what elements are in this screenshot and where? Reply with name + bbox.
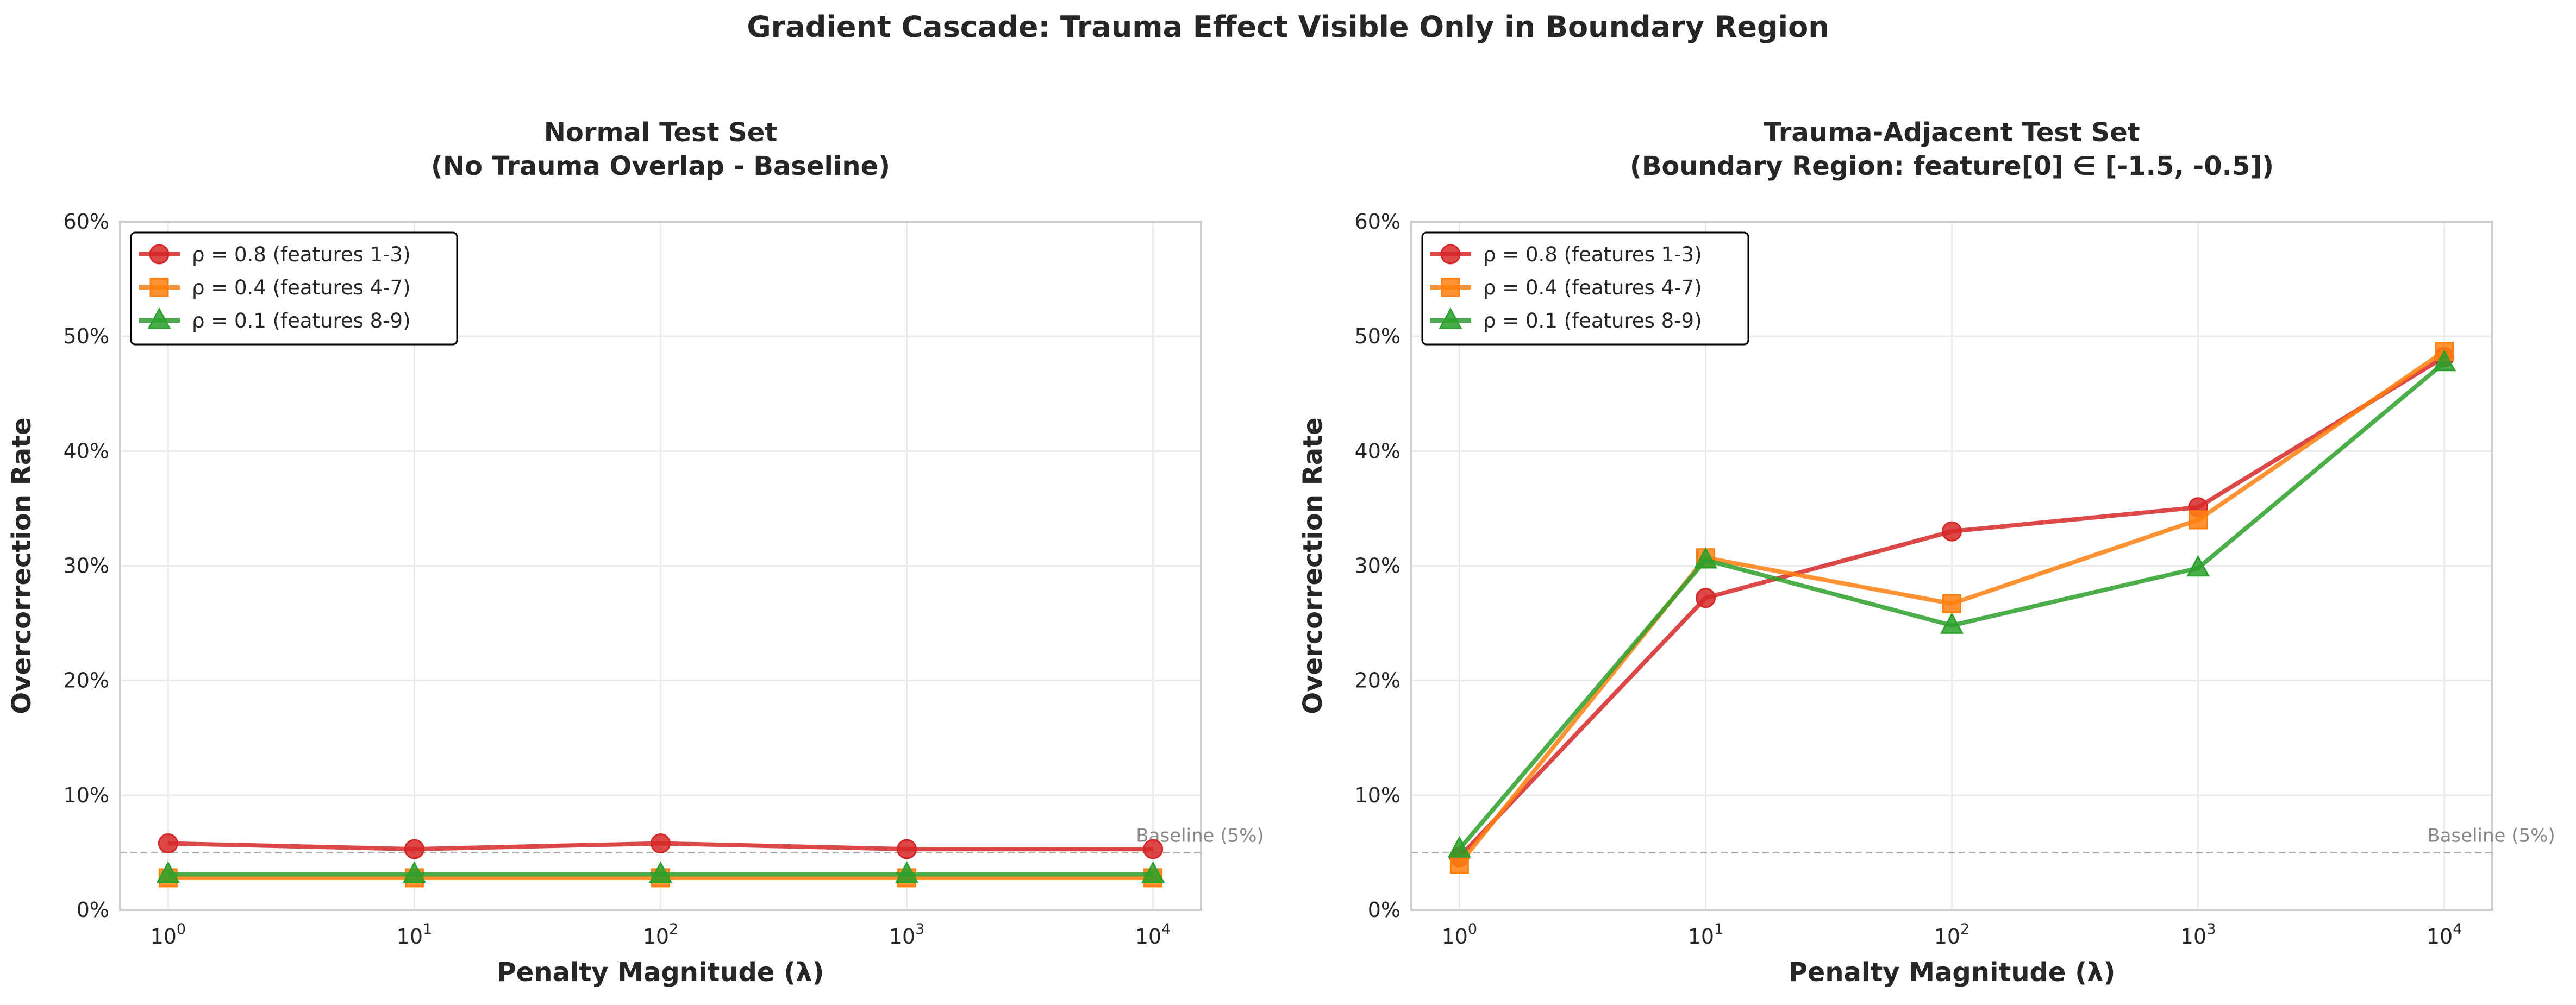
y-tick-label: 30%: [64, 554, 109, 578]
subplot-1: Normal Test Set(No Trauma Overlap - Base…: [7, 117, 1264, 988]
data-point: [2186, 555, 2210, 577]
x-tick-base: 10: [151, 925, 177, 949]
y-tick-label: 30%: [1355, 554, 1400, 578]
x-axis-label: Penalty Magnitude (λ): [1789, 957, 2116, 988]
legend-marker-triangle: [1439, 307, 1462, 329]
figure-title: Gradient Cascade: Trauma Effect Visible …: [747, 10, 1829, 44]
x-tick-base: 10: [397, 925, 423, 949]
legend-label: ρ = 0.4 (features 4-7): [192, 276, 411, 299]
y-tick-label: 0%: [1368, 898, 1400, 922]
subplot-title: Normal Test Set: [544, 117, 778, 148]
subplot-subtitle: (No Trauma Overlap - Baseline): [431, 151, 890, 181]
x-tick-exponent: 4: [2453, 921, 2462, 938]
x-tick-base: 10: [1688, 925, 1714, 949]
legend-label: ρ = 0.1 (features 8-9): [1483, 309, 1702, 332]
x-tick-exponent: 1: [1714, 921, 1723, 938]
y-tick-label: 60%: [64, 210, 109, 234]
x-tick-exponent: 3: [915, 921, 924, 938]
y-tick-label: 40%: [1355, 439, 1400, 463]
subplot-title: Trauma-Adjacent Test Set: [1764, 117, 2140, 148]
x-tick-label: 104: [1135, 921, 1171, 949]
legend-label: ρ = 0.4 (features 4-7): [1483, 276, 1702, 299]
x-tick-exponent: 2: [669, 921, 678, 938]
x-axis-label: Penalty Magnitude (λ): [497, 957, 824, 988]
legend-label: ρ = 0.8 (features 1-3): [192, 243, 411, 266]
x-tick-exponent: 1: [423, 921, 432, 938]
data-point: [2433, 349, 2456, 372]
y-tick-label: 40%: [64, 439, 109, 463]
x-tick-label: 101: [1688, 921, 1724, 949]
data-point: [1695, 588, 1716, 608]
legend-frame: [1421, 231, 1749, 346]
x-tick-base: 10: [1934, 925, 1960, 949]
y-tick-label: 50%: [64, 324, 109, 348]
legend-frame: [130, 231, 458, 346]
data-point: [404, 839, 424, 859]
data-point: [648, 861, 673, 883]
x-tick-label: 103: [2180, 921, 2216, 949]
y-axis-label: Overcorrection Rate: [7, 417, 37, 714]
data-point: [895, 861, 919, 883]
legend-marker-circle: [1440, 244, 1461, 265]
data-point: [1942, 521, 1962, 542]
x-tick-base: 10: [1135, 925, 1161, 949]
series-triangle: [156, 861, 1165, 883]
legend-marker-circle: [149, 244, 170, 265]
legend-label: ρ = 0.8 (features 1-3): [1483, 243, 1702, 266]
x-tick-exponent: 0: [177, 921, 186, 938]
data-point: [897, 839, 917, 859]
x-tick-base: 10: [2427, 925, 2453, 949]
series-circle: [158, 833, 1164, 859]
y-tick-label: 10%: [64, 783, 109, 807]
legend-marker-square: [149, 278, 169, 297]
x-tick-label: 100: [1442, 921, 1478, 949]
data-point: [651, 833, 671, 854]
x-tick-exponent: 3: [2206, 921, 2216, 938]
x-tick-label: 100: [151, 921, 186, 949]
legend-marker-triangle: [147, 307, 171, 329]
data-point: [1447, 836, 1471, 858]
y-tick-label: 0%: [77, 898, 109, 922]
x-tick-label: 101: [397, 921, 433, 949]
data-point: [1940, 612, 1964, 634]
x-tick-base: 10: [1442, 925, 1468, 949]
baseline-label: Baseline (5%): [2427, 825, 2555, 846]
data-point: [1693, 547, 1717, 569]
data-point: [402, 861, 426, 883]
x-tick-exponent: 0: [1468, 921, 1477, 938]
data-point: [1942, 594, 1961, 613]
data-point: [1141, 861, 1165, 883]
x-tick-base: 10: [643, 925, 669, 949]
subplot-2: Trauma-Adjacent Test Set(Boundary Region…: [1298, 117, 2555, 988]
x-tick-base: 10: [2180, 925, 2206, 949]
x-tick-label: 102: [1934, 921, 1970, 949]
y-tick-label: 20%: [1355, 669, 1400, 693]
data-point: [158, 833, 178, 854]
y-tick-label: 60%: [1355, 210, 1400, 234]
data-point: [1143, 839, 1164, 859]
x-tick-base: 10: [889, 925, 915, 949]
x-tick-exponent: 4: [1161, 921, 1171, 938]
x-tick-label: 104: [2427, 921, 2462, 949]
subplot-subtitle: (Boundary Region: feature[0] ∈ [-1.5, -0…: [1630, 151, 2274, 181]
axes-frame: [1410, 221, 2493, 911]
y-tick-label: 20%: [64, 669, 109, 693]
legend-marker-square: [1441, 278, 1460, 297]
axes-frame: [119, 221, 1202, 911]
legend: ρ = 0.8 (features 1-3) ρ = 0.4 (features …: [130, 231, 458, 346]
x-tick-label: 103: [889, 921, 925, 949]
data-point: [2189, 510, 2208, 530]
x-tick-exponent: 2: [1960, 921, 1969, 938]
y-tick-label: 10%: [1355, 783, 1400, 807]
legend: ρ = 0.8 (features 1-3) ρ = 0.4 (features …: [1421, 231, 1749, 346]
series-triangle: [1447, 349, 2456, 858]
y-axis-label: Overcorrection Rate: [1298, 417, 1328, 714]
legend-label: ρ = 0.1 (features 8-9): [192, 309, 411, 332]
data-point: [156, 861, 180, 883]
y-tick-label: 50%: [1355, 324, 1400, 348]
x-tick-label: 102: [643, 921, 679, 949]
data-point: [1449, 855, 1469, 874]
